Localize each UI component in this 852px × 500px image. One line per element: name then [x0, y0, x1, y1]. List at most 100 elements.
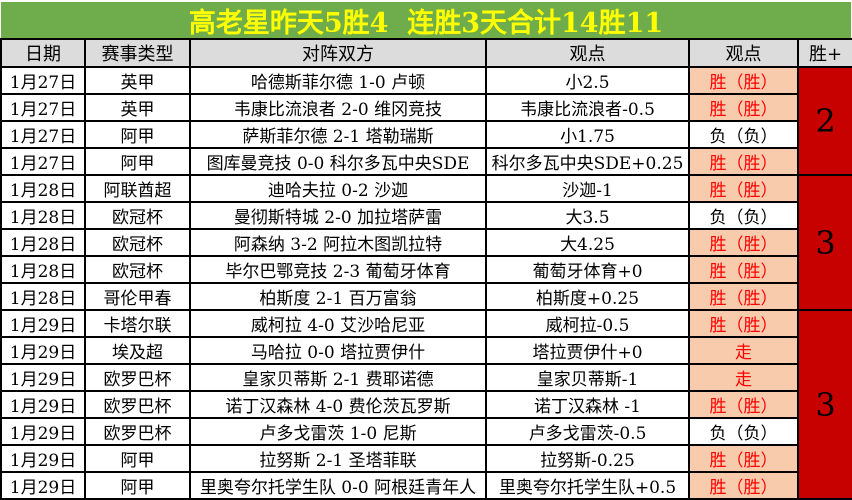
match-cell: 卢多戈雷茨 1-0 尼斯 [189, 417, 487, 446]
result-cell: 胜（胜） [688, 93, 799, 122]
match-cell: 曼彻斯特城 2-0 加拉塔萨雷 [189, 201, 487, 230]
league-cell: 欧罗巴杯 [84, 390, 191, 419]
match-cell: 阿森纳 3-2 阿拉木图凯拉特 [189, 228, 487, 257]
league-cell: 埃及超 [84, 336, 191, 365]
result-cell: 胜（胜） [688, 282, 799, 311]
pick-cell: 小2.5 [485, 66, 690, 95]
pick-cell: 塔拉贾伊什+0 [485, 336, 690, 365]
league-cell: 欧罗巴杯 [84, 363, 191, 392]
result-cell: 胜（胜） [688, 66, 799, 95]
league-cell: 欧冠杯 [84, 228, 191, 257]
results-table: 日期 赛事类型 对阵双方 观点 观点 胜+ 1月27日 英甲 哈德斯菲尔德 1-0 卢顿 小2.… [0, 38, 852, 500]
date-cell: 1月29日 [0, 390, 86, 419]
match-cell: 柏斯度 2-1 百万富翁 [189, 282, 487, 311]
header-row: 日期 赛事类型 对阵双方 观点 观点 胜+ [0, 38, 852, 68]
result-cell: 负（负） [688, 120, 799, 149]
table-row: 1月28日 欧冠杯 曼彻斯特城 2-0 加拉塔萨雷 大3.5 负（负） [0, 201, 852, 230]
match-cell: 萨斯菲尔德 2-1 塔勒瑞斯 [189, 120, 487, 149]
league-cell: 欧冠杯 [84, 255, 191, 284]
league-cell: 英甲 [84, 66, 191, 95]
league-cell: 哥伦甲春 [84, 282, 191, 311]
match-cell: 皇家贝蒂斯 2-1 费耶诺德 [189, 363, 487, 392]
date-cell: 1月29日 [0, 336, 86, 365]
match-cell: 哈德斯菲尔德 1-0 卢顿 [189, 66, 487, 95]
column-header: 观点 [485, 38, 690, 68]
table-row: 1月29日 卡塔尔联 威柯拉 4-0 艾沙哈尼亚 威柯拉-0.5 胜（胜） 3 [0, 309, 852, 500]
result-cell: 胜（胜） [688, 255, 799, 284]
pick-cell: 威柯拉-0.5 [485, 309, 690, 338]
result-cell: 走 [688, 363, 799, 392]
result-cell: 胜（胜） [688, 444, 799, 473]
result-cell: 胜（胜） [688, 147, 799, 176]
table-row: 1月29日 欧罗巴杯 卢多戈雷茨 1-0 尼斯 卢多戈雷茨-0.5 负（负） [0, 417, 852, 446]
pick-cell: 诺丁汉森林 -1 [485, 390, 690, 419]
table-row: 1月28日 阿联酋超 迪哈夫拉 0-2 沙迦 沙迦-1 胜（胜） 3 [0, 174, 852, 311]
match-cell: 里奥夸尔托学生队 0-0 阿根廷青年人 [189, 471, 487, 500]
match-cell: 图库曼竞技 0-0 科尔多瓦中央SDE [189, 147, 487, 176]
banner: 高老星昨天5胜4 连胜3天合计14胜11 [1, 2, 851, 39]
league-cell: 阿甲 [84, 471, 191, 500]
win-count-cell: 3 [797, 309, 852, 500]
table-row: 1月27日 阿甲 图库曼竞技 0-0 科尔多瓦中央SDE 科尔多瓦中央SDE+0.25… [0, 147, 852, 176]
result-cell: 负（负） [688, 201, 799, 230]
match-cell: 马哈拉 0-0 塔拉贾伊什 [189, 336, 487, 365]
league-cell: 欧罗巴杯 [84, 417, 191, 446]
date-cell: 1月28日 [0, 255, 86, 284]
league-cell: 阿甲 [84, 147, 191, 176]
date-cell: 1月27日 [0, 147, 86, 176]
table-row: 1月27日 英甲 哈德斯菲尔德 1-0 卢顿 小2.5 胜（胜） 2 [0, 66, 852, 176]
match-cell: 威柯拉 4-0 艾沙哈尼亚 [189, 309, 487, 338]
column-header: 胜+ [797, 38, 852, 68]
league-cell: 欧冠杯 [84, 201, 191, 230]
pick-cell: 柏斯度+0.25 [485, 282, 690, 311]
table-row: 1月28日 哥伦甲春 柏斯度 2-1 百万富翁 柏斯度+0.25 胜（胜） [0, 282, 852, 311]
table-row: 1月29日 欧罗巴杯 皇家贝蒂斯 2-1 费耶诺德 皇家贝蒂斯-1 走 [0, 363, 852, 392]
date-cell: 1月29日 [0, 417, 86, 446]
table-row: 1月29日 阿甲 里奥夸尔托学生队 0-0 阿根廷青年人 里奥夸尔托学生队+0.5 胜（… [0, 471, 852, 500]
column-header: 对阵双方 [189, 38, 487, 68]
result-cell: 胜（胜） [688, 174, 799, 203]
date-cell: 1月28日 [0, 174, 86, 203]
pick-cell: 小1.75 [485, 120, 690, 149]
banner-text: 高老星昨天5胜4 连胜3天合计14胜11 [188, 7, 664, 39]
league-cell: 阿甲 [84, 120, 191, 149]
result-cell: 负（负） [688, 417, 799, 446]
date-cell: 1月28日 [0, 201, 86, 230]
table-row: 1月29日 欧罗巴杯 诺丁汉森林 4-0 费伦茨瓦罗斯 诺丁汉森林 -1 胜（胜） [0, 390, 852, 419]
date-cell: 1月29日 [0, 363, 86, 392]
date-cell: 1月29日 [0, 471, 86, 500]
result-cell: 胜（胜） [688, 309, 799, 338]
pick-cell: 沙迦-1 [485, 174, 690, 203]
pick-cell: 大4.25 [485, 228, 690, 257]
league-cell: 阿甲 [84, 444, 191, 473]
date-cell: 1月29日 [0, 309, 86, 338]
league-cell: 英甲 [84, 93, 191, 122]
match-cell: 迪哈夫拉 0-2 沙迦 [189, 174, 487, 203]
table-row: 1月28日 欧冠杯 阿森纳 3-2 阿拉木图凯拉特 大4.25 胜（胜） [0, 228, 852, 257]
table-row: 1月29日 埃及超 马哈拉 0-0 塔拉贾伊什 塔拉贾伊什+0 走 [0, 336, 852, 365]
date-cell: 1月27日 [0, 66, 86, 95]
result-cell: 走 [688, 336, 799, 365]
win-count-cell: 2 [797, 66, 852, 176]
pick-cell: 葡萄牙体育+0 [485, 255, 690, 284]
column-header: 赛事类型 [84, 38, 191, 68]
result-cell: 胜（胜） [688, 471, 799, 500]
league-cell: 阿联酋超 [84, 174, 191, 203]
table-row: 1月27日 阿甲 萨斯菲尔德 2-1 塔勒瑞斯 小1.75 负（负） [0, 120, 852, 149]
table-body: 1月27日 英甲 哈德斯菲尔德 1-0 卢顿 小2.5 胜（胜） 2 1月27日 英甲 韦康比流… [0, 66, 852, 500]
table-row: 1月29日 阿甲 拉努斯 2-1 圣塔菲联 拉努斯-0.25 胜（胜） [0, 444, 852, 473]
table-row: 1月27日 英甲 韦康比流浪者 2-0 维冈竞技 韦康比流浪者-0.5 胜（胜） [0, 93, 852, 122]
pick-cell: 拉努斯-0.25 [485, 444, 690, 473]
match-cell: 诺丁汉森林 4-0 费伦茨瓦罗斯 [189, 390, 487, 419]
date-cell: 1月29日 [0, 444, 86, 473]
pick-cell: 科尔多瓦中央SDE+0.25 [485, 147, 690, 176]
column-header: 观点 [688, 38, 799, 68]
pick-cell: 里奥夸尔托学生队+0.5 [485, 471, 690, 500]
date-cell: 1月27日 [0, 120, 86, 149]
date-cell: 1月28日 [0, 282, 86, 311]
date-cell: 1月27日 [0, 93, 86, 122]
win-count-cell: 3 [797, 174, 852, 311]
pick-cell: 皇家贝蒂斯-1 [485, 363, 690, 392]
pick-cell: 卢多戈雷茨-0.5 [485, 417, 690, 446]
